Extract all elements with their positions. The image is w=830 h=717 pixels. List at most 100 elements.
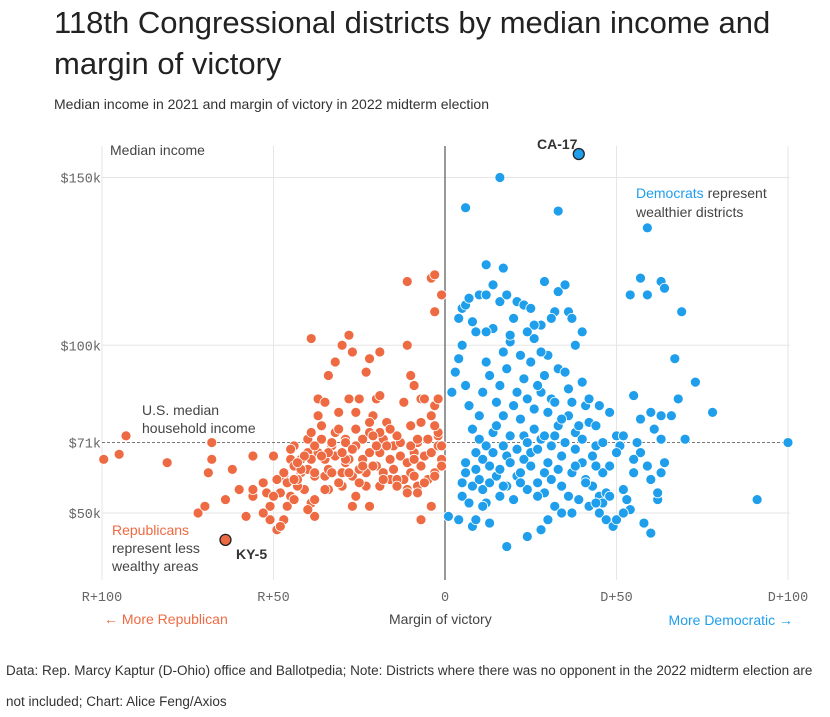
democratic-district-point (563, 383, 574, 395)
democrats-represent: represent (708, 185, 767, 201)
democratic-district-point (453, 514, 465, 526)
republican-district-point (309, 440, 321, 452)
republican-district-point (398, 396, 410, 408)
x-tick-label: 0 (441, 591, 449, 606)
x-tick-label: R+50 (257, 591, 289, 606)
democratic-district-point (655, 410, 667, 422)
republican-district-point (364, 353, 375, 365)
democratic-district-point (590, 420, 602, 432)
republican-district-point (285, 443, 297, 455)
republican-district-point (370, 440, 382, 452)
republican-district-point (120, 430, 132, 442)
democratic-district-point (569, 339, 581, 351)
data-points (98, 147, 794, 552)
democratic-district-point (449, 366, 461, 378)
democratic-district-point (583, 393, 595, 405)
x-axis-ticks: R+100 R+50 0 D+50 D+100 (82, 591, 809, 606)
democratic-district-point (470, 447, 482, 459)
republican-district-point (298, 450, 310, 462)
democratic-district-point (545, 440, 557, 452)
republican-district-point (281, 500, 293, 512)
republican-district-point (415, 514, 427, 526)
democratic-district-point (751, 494, 763, 505)
democratic-district-point (467, 316, 478, 328)
democratic-district-point (484, 370, 495, 381)
democratic-district-point (532, 477, 544, 489)
democratic-district-point (463, 292, 475, 304)
republican-district-point (405, 370, 417, 381)
democratic-district-point (484, 517, 495, 529)
chart-subtitle: Median income in 2021 and margin of vict… (54, 96, 490, 112)
republican-district-point (357, 460, 369, 472)
median-label-line2: household income (142, 420, 256, 436)
republican-district-point (302, 504, 314, 516)
democratic-district-point (593, 400, 605, 412)
republican-district-point (343, 329, 355, 341)
democratic-district-point (456, 477, 468, 489)
republican-district-point (240, 510, 252, 522)
republican-district-point (305, 427, 317, 438)
democratic-district-point (460, 457, 471, 469)
democratic-district-point (590, 497, 602, 509)
republican-district-point (322, 370, 334, 381)
republican-district-point (333, 423, 345, 435)
democratic-district-point (487, 279, 499, 291)
republican-district-point (346, 346, 358, 358)
republican-district-point (384, 453, 396, 465)
democratic-district-point (480, 440, 492, 452)
democratic-district-point (467, 480, 478, 492)
footer-note: Data: Rep. Marcy Kaptur (D-Ohio) office … (6, 663, 813, 709)
democratic-district-point (508, 400, 519, 412)
ky5-label: KY-5 (236, 546, 267, 562)
republican-district-point (268, 450, 279, 462)
republican-district-point (264, 514, 276, 526)
republican-district-point (199, 500, 211, 512)
republican-district-point (161, 457, 173, 469)
democratic-district-point (508, 494, 519, 505)
republican-district-point (316, 420, 327, 432)
republican-district-point (202, 467, 214, 479)
democratic-district-point (456, 490, 468, 502)
democratic-district-point (549, 500, 561, 512)
democratic-district-point (511, 443, 523, 455)
democratic-district-point (539, 370, 550, 381)
scatter-chart: $150k $100k $71k $50k R+100 R+50 0 D+50 D+100 M… (60, 136, 809, 628)
republican-district-point (206, 437, 218, 448)
republicans-annotation-line1: Republicans (112, 522, 189, 538)
democratic-district-point (782, 437, 794, 448)
republican-district-point (436, 460, 447, 472)
democratic-district-point (532, 490, 544, 502)
republican-district-point (353, 393, 365, 405)
democratic-district-point (641, 289, 653, 301)
ky-5-point (219, 533, 232, 546)
republican-district-point (343, 393, 355, 405)
ca-17-point (572, 147, 585, 161)
democratic-district-point (652, 487, 664, 499)
x-axis-label: Margin of victory (389, 611, 492, 627)
democratic-district-point (628, 390, 640, 401)
republican-district-point (113, 448, 125, 460)
democratic-district-point (573, 420, 585, 432)
democratic-district-point (491, 420, 502, 432)
republican-district-point (319, 484, 331, 495)
democratic-district-point (556, 413, 568, 425)
democratic-district-point (497, 480, 509, 492)
democratic-district-point (597, 467, 609, 479)
republican-district-point (233, 484, 245, 495)
democratic-district-point (515, 477, 526, 489)
democratic-district-point (460, 380, 471, 391)
democratic-district-point (631, 437, 643, 448)
democratic-district-point (525, 302, 537, 314)
democratic-district-point (470, 514, 482, 526)
democrats-annotation-line1: Democrats represent (636, 185, 767, 201)
republican-district-point (429, 269, 441, 281)
democratic-district-point (542, 406, 554, 418)
democratic-district-point (460, 202, 471, 214)
democratic-district-point (569, 443, 581, 455)
democratic-district-point (473, 474, 485, 485)
republican-district-point (412, 433, 423, 445)
democratic-district-point (549, 396, 561, 408)
republican-district-point (425, 500, 437, 512)
republican-district-point (247, 484, 259, 495)
republican-district-point (343, 467, 355, 479)
